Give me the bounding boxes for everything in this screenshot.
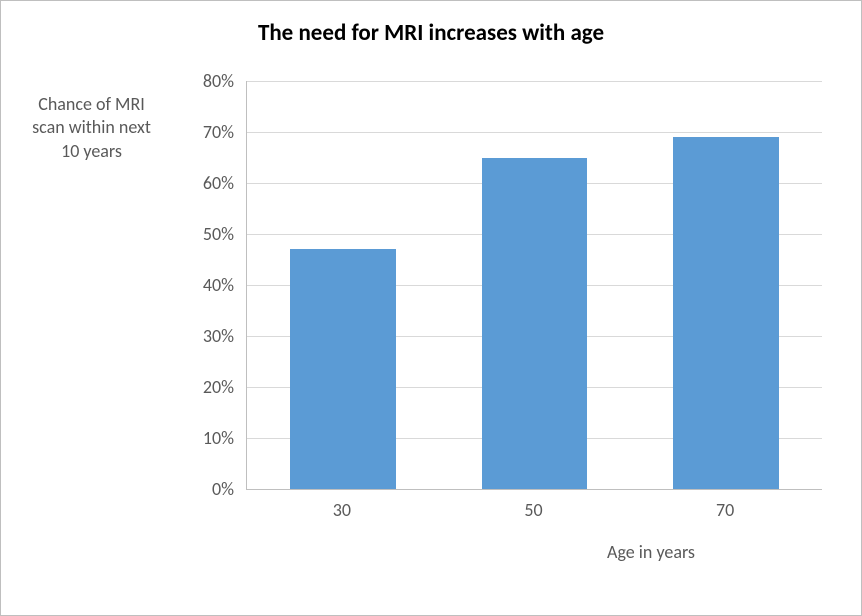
y-tick-label: 30% bbox=[174, 325, 234, 347]
x-tick-label: 30 bbox=[302, 499, 382, 521]
y-tick-label: 80% bbox=[174, 70, 234, 92]
y-axis-label-line: scan within next bbox=[19, 116, 164, 139]
bar bbox=[290, 249, 395, 489]
plot-area bbox=[246, 81, 822, 490]
y-tick-label: 10% bbox=[174, 427, 234, 449]
y-tick-label: 60% bbox=[174, 172, 234, 194]
y-tick-label: 0% bbox=[174, 478, 234, 500]
chart-container: The need for MRI increases with age Chan… bbox=[0, 0, 862, 616]
x-tick-label: 50 bbox=[494, 499, 574, 521]
gridline bbox=[247, 132, 822, 133]
y-axis-label: Chance of MRIscan within next10 years bbox=[19, 93, 164, 163]
bar bbox=[673, 137, 778, 489]
chart-title: The need for MRI increases with age bbox=[1, 19, 861, 47]
bar bbox=[482, 158, 587, 490]
y-tick-label: 70% bbox=[174, 121, 234, 143]
x-tick-label: 70 bbox=[685, 499, 765, 521]
y-tick-label: 20% bbox=[174, 376, 234, 398]
y-axis-label-line: 10 years bbox=[19, 140, 164, 163]
gridline bbox=[247, 81, 822, 82]
y-axis-label-line: Chance of MRI bbox=[19, 93, 164, 116]
x-axis-label: Age in years bbox=[521, 541, 781, 563]
y-tick-label: 50% bbox=[174, 223, 234, 245]
y-tick-label: 40% bbox=[174, 274, 234, 296]
